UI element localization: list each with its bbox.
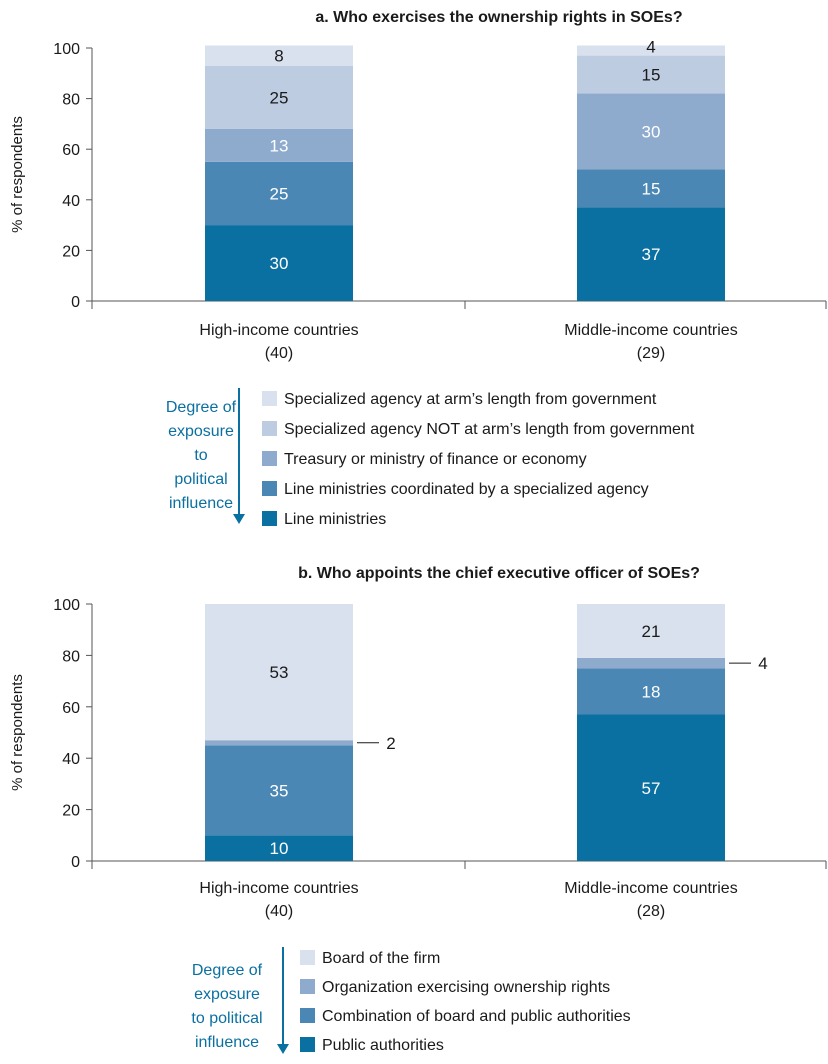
- chart-a-legend-label: Line ministries coordinated by a special…: [284, 481, 649, 498]
- chart-a-legend-swatch: [262, 481, 277, 496]
- chart-a-legend-label: Line ministries: [284, 511, 386, 528]
- chart-b-legend-label: Board of the firm: [322, 950, 440, 967]
- chart-a-bar-segment: [577, 45, 725, 56]
- chart-a-legend-caption: influence: [169, 495, 233, 512]
- chart-b-y-tick-label: 40: [62, 751, 80, 768]
- chart-b-data-label: 53: [270, 663, 289, 682]
- chart-a-y-axis-label: % of respondents: [9, 116, 26, 233]
- chart-a-legend-label: Specialized agency at arm’s length from …: [284, 391, 657, 408]
- chart-a-y-tick-label: 0: [71, 294, 80, 311]
- chart-a-bar-segment: [205, 45, 353, 66]
- chart-a-data-label: 13: [270, 136, 289, 155]
- chart-a-data-label: 8: [274, 47, 283, 66]
- chart-b-legend-swatch: [300, 1037, 315, 1052]
- chart-a-legend-label: Treasury or ministry of finance or econo…: [284, 451, 587, 468]
- chart-b-data-label: 4: [758, 654, 767, 673]
- chart-b-bar-segment: [205, 740, 353, 746]
- chart-b-bar-segment: [577, 668, 725, 715]
- chart-a-data-label: 4: [646, 37, 655, 56]
- chart-a-legend-caption: to: [194, 447, 207, 464]
- chart-b-legend-swatch: [300, 950, 315, 965]
- chart-a-data-label: 25: [270, 184, 289, 203]
- chart-b-data-label: 57: [642, 779, 661, 798]
- chart-b-bar-segment: [577, 657, 725, 669]
- chart-b-legend-label: Organization exercising ownership rights: [322, 979, 610, 996]
- chart-a-legend-swatch: [262, 391, 277, 406]
- chart-a-bar-segment: [205, 128, 353, 162]
- chart-a-bar-segment: [577, 55, 725, 94]
- chart-a-category-count: (40): [265, 345, 293, 362]
- chart-b-bar-segment: [205, 745, 353, 836]
- chart-a-data-label: 37: [642, 245, 661, 264]
- chart-a-y-tick-label: 80: [62, 92, 80, 109]
- chart-a-legend-caption: political: [174, 471, 227, 488]
- chart-a-bar-segment: [577, 93, 725, 170]
- chart-a-title: a. Who exercises the ownership rights in…: [315, 9, 682, 26]
- chart-a-bar-segment: [577, 169, 725, 208]
- chart-a-y-tick-label: 100: [53, 41, 80, 58]
- chart-b-legend-caption: to political: [191, 1010, 262, 1027]
- chart-b-legend-caption: influence: [195, 1034, 259, 1051]
- chart-a-legend-caption: exposure: [168, 423, 234, 440]
- chart-b-legend-swatch: [300, 1008, 315, 1023]
- chart-b-data-label: 2: [386, 734, 395, 753]
- chart-a-data-label: 30: [642, 122, 661, 141]
- chart-b-legend-label: Combination of board and public authorit…: [322, 1008, 631, 1025]
- chart-a-data-label: 25: [270, 88, 289, 107]
- chart-b-data-label: 21: [642, 622, 661, 641]
- chart-b-y-tick-label: 60: [62, 700, 80, 717]
- chart-b-data-label: 18: [642, 682, 661, 701]
- chart-b-data-label: 10: [270, 839, 289, 858]
- chart-a-bar-segment: [205, 161, 353, 226]
- chart-b-bar-segment: [205, 604, 353, 741]
- chart-b-bar-segment: [205, 835, 353, 861]
- chart-a-bar-segment: [577, 207, 725, 301]
- chart-b-legend-label: Public authorities: [322, 1037, 444, 1054]
- chart-a-category-label: High-income countries: [199, 322, 358, 339]
- chart-a-bar-segment: [205, 225, 353, 301]
- chart-b-arrow-head-icon: [277, 1044, 289, 1054]
- chart-b-legend-swatch: [300, 979, 315, 994]
- chart-a-bar-segment: [205, 65, 353, 129]
- chart-a-category-label: Middle-income countries: [564, 322, 737, 339]
- chart-a-y-tick-label: 40: [62, 193, 80, 210]
- chart-a-legend-caption: Degree of: [166, 399, 237, 416]
- chart-b-bar-segment: [577, 604, 725, 658]
- chart-a-data-label: 15: [642, 66, 661, 85]
- chart-b-category-label: Middle-income countries: [564, 880, 737, 897]
- chart-b-legend-caption: exposure: [194, 986, 260, 1003]
- chart-a-legend-swatch: [262, 511, 277, 526]
- chart-a-legend-label: Specialized agency NOT at arm’s length f…: [284, 421, 695, 438]
- chart-b-y-tick-label: 100: [53, 597, 80, 614]
- chart-a-data-label: 30: [270, 254, 289, 273]
- chart-b-y-tick-label: 80: [62, 648, 80, 665]
- chart-b-category-count: (40): [265, 903, 293, 920]
- chart-a-category-count: (29): [637, 345, 665, 362]
- chart-a-y-tick-label: 20: [62, 243, 80, 260]
- chart-b-data-label: 35: [270, 781, 289, 800]
- chart-b-y-tick-label: 20: [62, 803, 80, 820]
- chart-a-legend-swatch: [262, 421, 277, 436]
- chart-b-bar-segment: [577, 714, 725, 861]
- chart-b-category-count: (28): [637, 903, 665, 920]
- chart-a-y-tick-label: 60: [62, 142, 80, 159]
- chart-a-legend-swatch: [262, 451, 277, 466]
- chart-b-category-label: High-income countries: [199, 880, 358, 897]
- chart-a-arrow-head-icon: [233, 514, 245, 524]
- chart-b-legend-caption: Degree of: [192, 962, 263, 979]
- chart-a-data-label: 15: [642, 179, 661, 198]
- chart-b-title: b. Who appoints the chief executive offi…: [298, 565, 700, 582]
- chart-b-y-axis-label: % of respondents: [9, 674, 26, 791]
- chart-b-y-tick-label: 0: [71, 854, 80, 871]
